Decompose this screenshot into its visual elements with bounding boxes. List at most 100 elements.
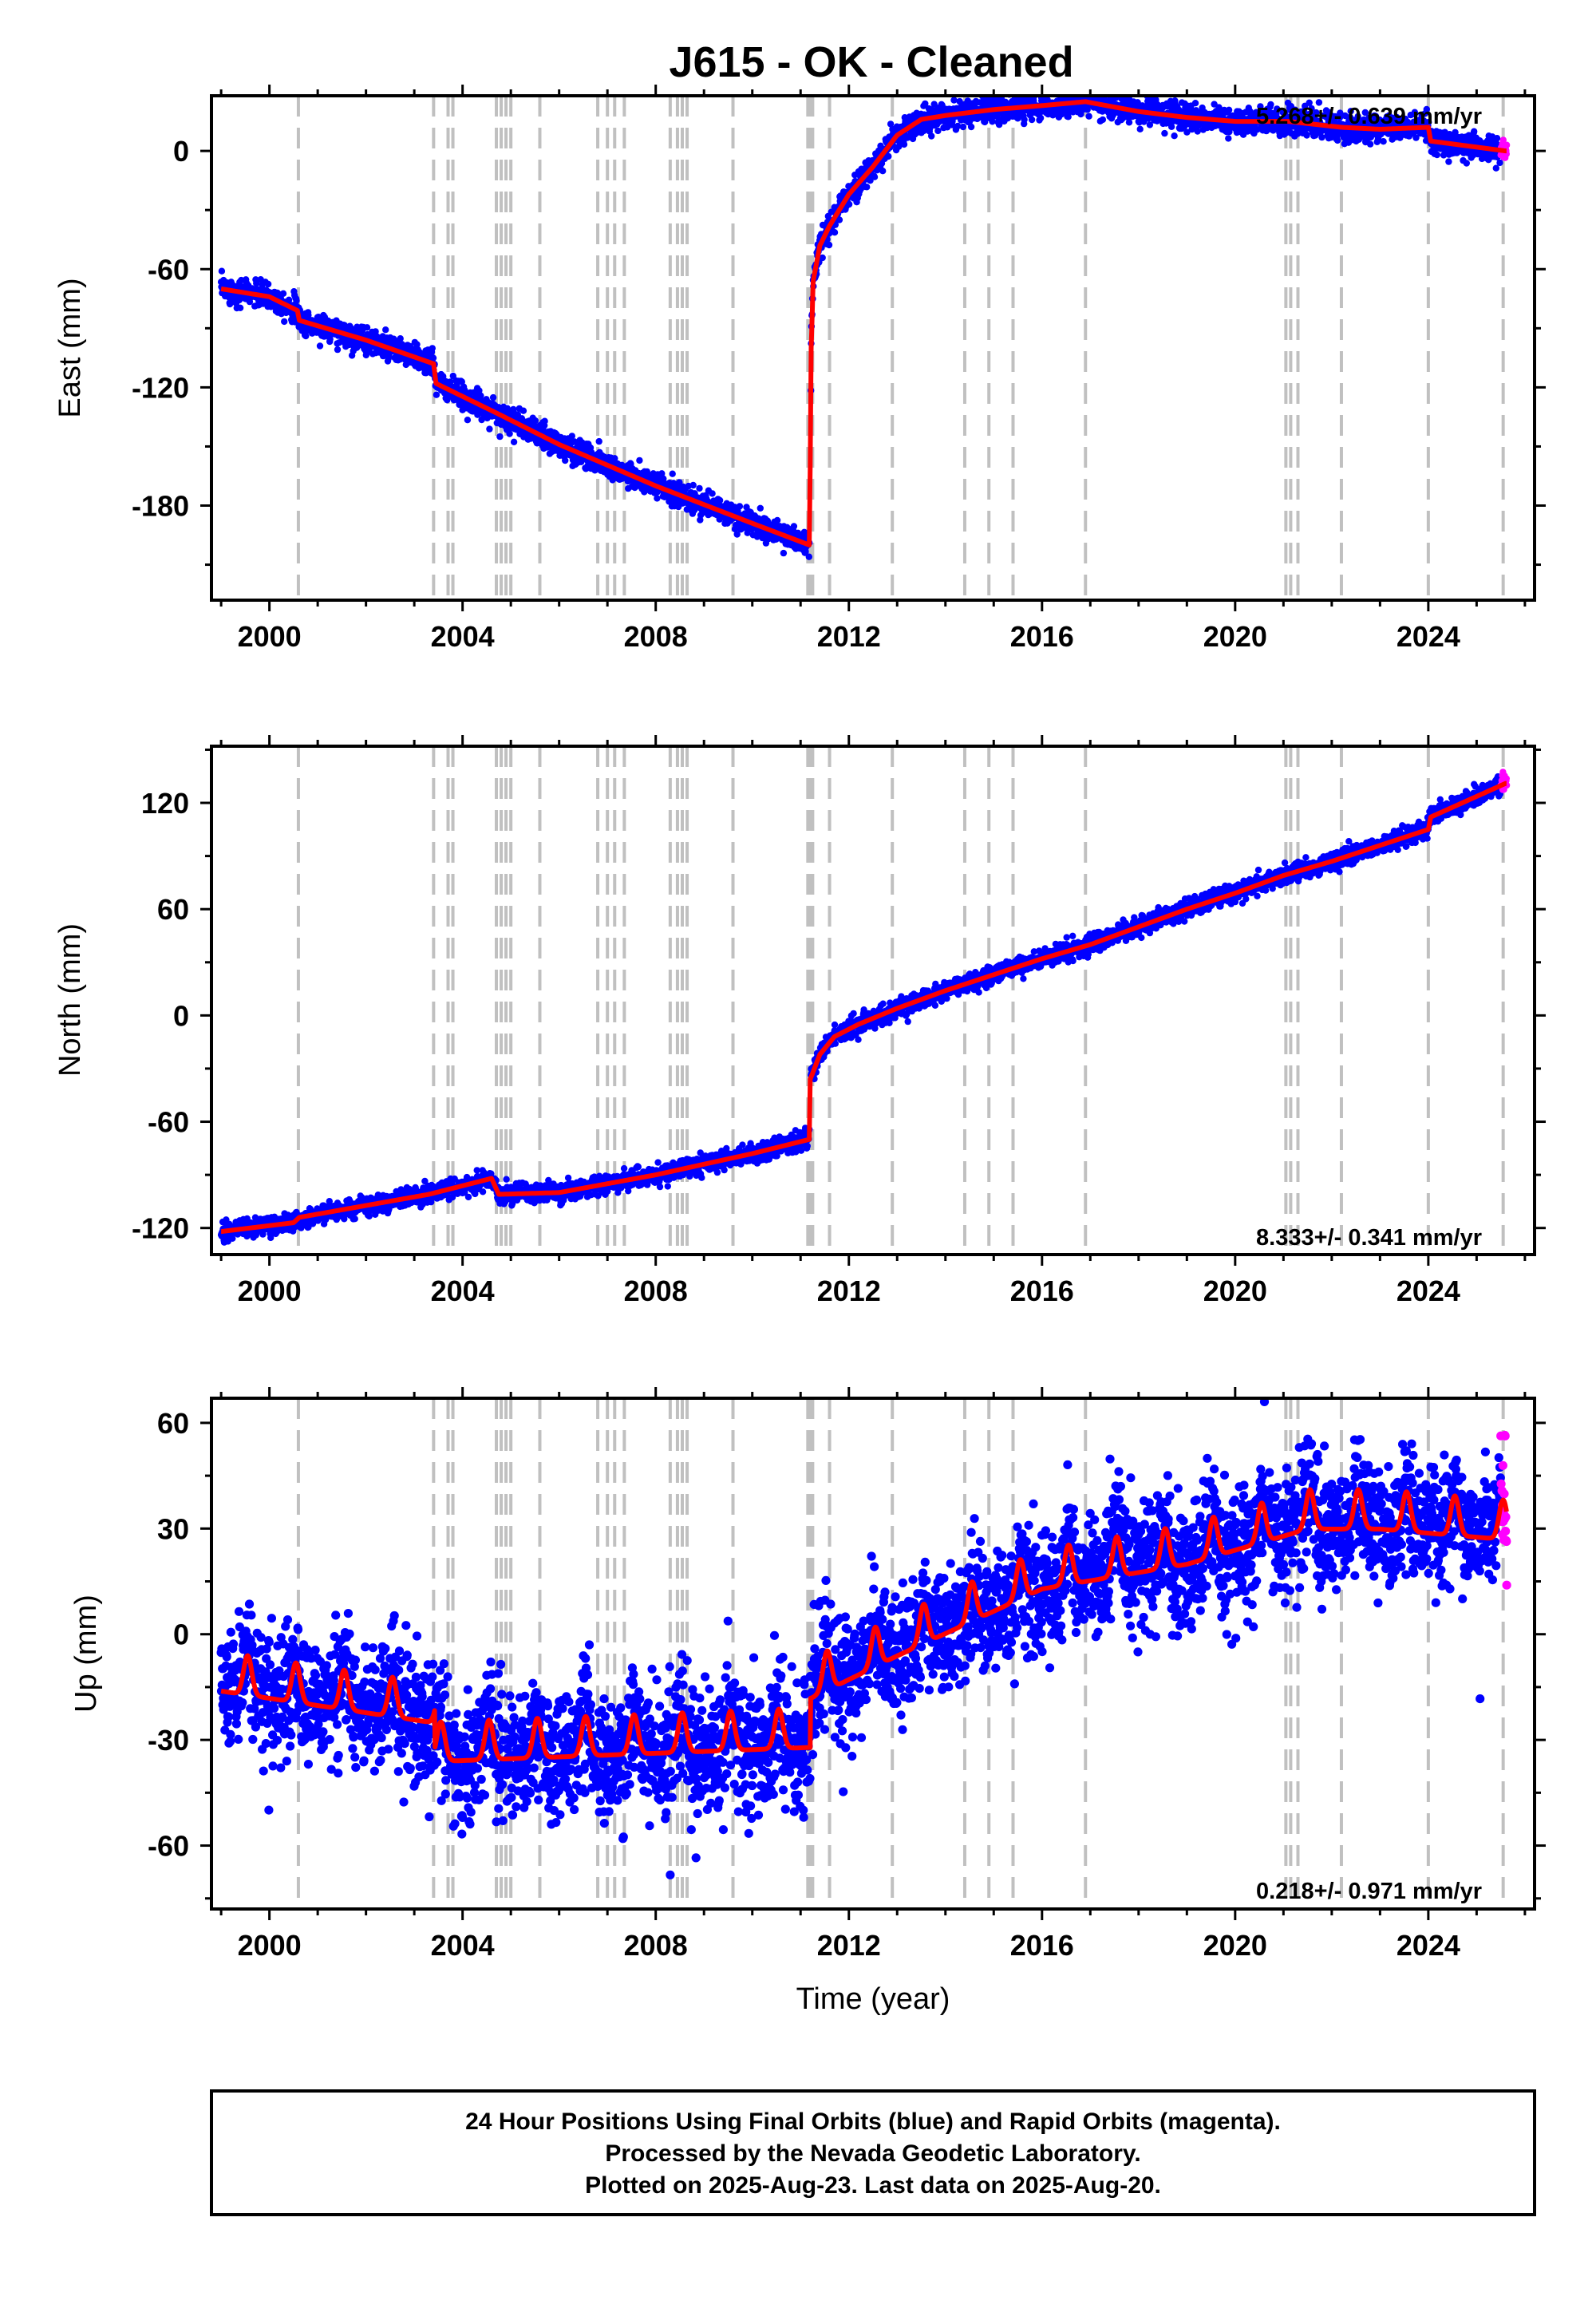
y-tick-label: 0 (173, 135, 189, 168)
data-point (736, 503, 744, 510)
data-point (1496, 159, 1503, 167)
data-point (967, 123, 975, 131)
data-point (1171, 132, 1178, 140)
data-point (805, 553, 812, 560)
data-point (1021, 116, 1028, 124)
data-point (900, 140, 908, 148)
data-point (1493, 135, 1501, 142)
data-point (1191, 100, 1199, 107)
x-tick-label: 2020 (1203, 620, 1267, 653)
data-point (1333, 136, 1341, 144)
data-point (293, 297, 300, 304)
data-point (562, 456, 569, 464)
data-point (669, 470, 676, 477)
data-point (1225, 135, 1232, 142)
data-point (1463, 160, 1471, 167)
data-point (1161, 129, 1168, 137)
data-point (959, 123, 967, 131)
data-point (636, 456, 643, 464)
data-point (218, 267, 226, 275)
data-point (871, 173, 879, 180)
data-point (1445, 158, 1452, 165)
data-point (351, 1215, 358, 1223)
data-point (476, 387, 483, 394)
data-point (541, 417, 548, 425)
data-point (477, 392, 484, 399)
data-point (486, 425, 493, 433)
data-point (279, 290, 287, 297)
data-point (464, 417, 472, 424)
data-point (285, 296, 293, 303)
data-point (1103, 88, 1109, 94)
data-point (1380, 138, 1387, 145)
data-point (1136, 125, 1144, 132)
x-tick-label: 2012 (817, 620, 881, 653)
data-point (950, 97, 958, 104)
data-point (689, 481, 697, 489)
data-point (253, 279, 260, 287)
data-point (506, 430, 513, 437)
data-point (568, 433, 575, 440)
data-point (1037, 114, 1045, 122)
data-point (885, 152, 892, 160)
data-point (433, 391, 440, 398)
data-point (1085, 113, 1092, 120)
x-tick-label: 2008 (624, 620, 688, 653)
data-point (934, 127, 942, 135)
data-point (654, 495, 661, 502)
data-point (1023, 87, 1029, 93)
data-point (709, 490, 716, 497)
data-point (1125, 119, 1133, 126)
y-tick-label: -120 (132, 371, 189, 404)
data-point (531, 417, 539, 425)
data-point (429, 345, 436, 352)
east-y-axis-label: East (mm) (53, 278, 87, 417)
data-point (382, 326, 389, 334)
data-point (264, 280, 272, 288)
data-point (397, 335, 404, 342)
data-point (429, 354, 437, 362)
x-tick-label: 2016 (1010, 620, 1074, 653)
north-panel: 2000 2004 2008 2012 2016 2020 2024-120-6006012… (53, 735, 1546, 1307)
data-point (716, 496, 724, 504)
data-point (1225, 106, 1233, 113)
data-point (1082, 88, 1088, 94)
data-point (334, 346, 342, 354)
x-tick-label: 2024 (1396, 620, 1460, 653)
east-data-points (217, 77, 1511, 560)
data-point (1303, 132, 1310, 139)
data-point (1492, 164, 1500, 172)
data-point (595, 437, 602, 445)
chart-title: J615 - OK - Cleaned (669, 38, 1073, 86)
data-point (863, 184, 871, 191)
data-point (1366, 140, 1374, 148)
y-tick-label: -60 (148, 253, 189, 286)
data-point (413, 341, 421, 348)
east-rate-label: 5.268+/- 0.639 mm/yr (1256, 104, 1482, 129)
data-point (790, 523, 798, 530)
data-point (780, 549, 788, 557)
north-data-points (217, 769, 1511, 1246)
data-point (1128, 88, 1134, 94)
data-point (757, 504, 764, 512)
data-point (316, 342, 324, 350)
east-axes: 2000 2004 2008 2012 2016 2020 2024-180-120-600 (132, 85, 1546, 653)
data-point (519, 407, 527, 414)
data-point (510, 438, 518, 445)
data-point (281, 318, 288, 326)
x-tick-label: 2000 (238, 620, 302, 653)
data-point (879, 168, 887, 175)
east-step-lines (296, 96, 1505, 600)
data-point (1080, 77, 1086, 84)
data-point (773, 516, 781, 524)
data-point (831, 229, 839, 236)
data-point (363, 324, 371, 331)
data-point (1099, 116, 1107, 124)
x-tick-label: 2004 (431, 620, 495, 653)
data-point (1028, 116, 1036, 124)
data-point (236, 304, 244, 311)
data-point (825, 241, 833, 249)
data-point (1433, 151, 1441, 159)
data-point (928, 132, 935, 140)
